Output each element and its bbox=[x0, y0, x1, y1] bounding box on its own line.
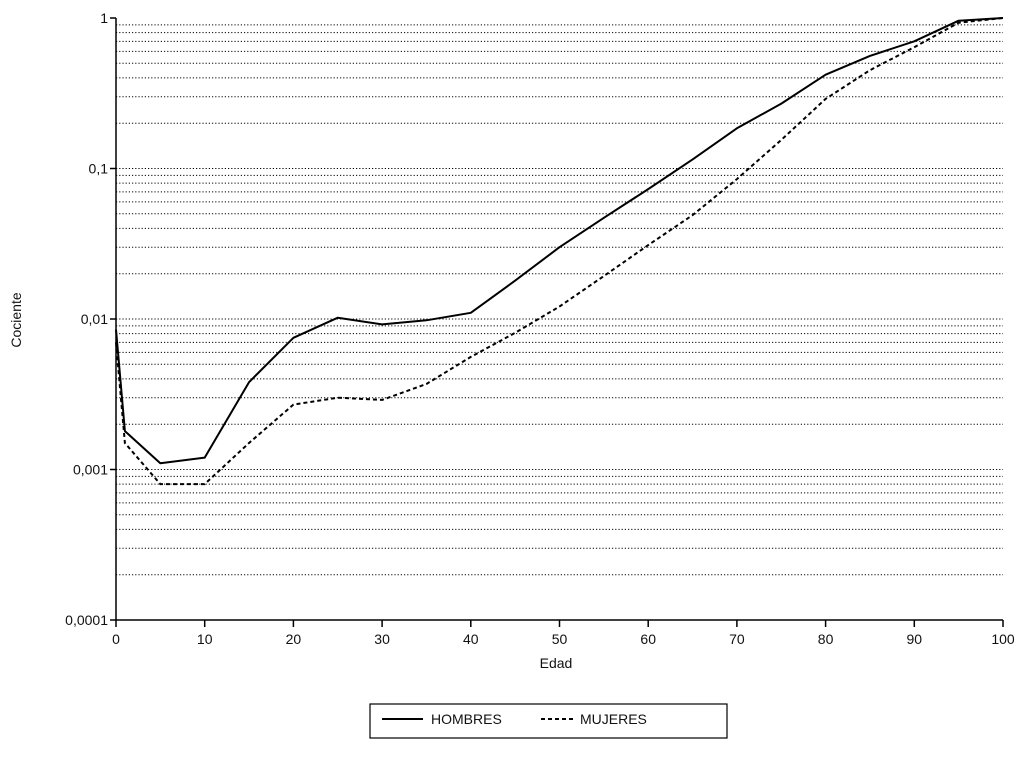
y-tick-label: 0,01 bbox=[81, 311, 108, 327]
legend-label-mujeres: MUJERES bbox=[580, 711, 647, 727]
x-tick-labels: 0 10 20 30 40 50 60 70 80 90 100 bbox=[112, 620, 1015, 647]
x-tick-label: 80 bbox=[818, 631, 834, 647]
x-tick-label: 90 bbox=[907, 631, 923, 647]
y-tick-label: 0,001 bbox=[73, 462, 108, 478]
x-axis-title: Edad bbox=[540, 655, 573, 671]
series-lines bbox=[115, 17, 1004, 486]
y-axis-title: Cociente bbox=[8, 292, 24, 347]
x-tick-label: 100 bbox=[991, 631, 1015, 647]
x-tick-label: 70 bbox=[729, 631, 745, 647]
legend-box bbox=[369, 703, 728, 739]
x-tick-label: 0 bbox=[112, 631, 120, 647]
y-tick-labels: 0,0001 0,001 0,01 0,1 1 bbox=[65, 10, 116, 628]
series-line-mujeres bbox=[115, 17, 1004, 486]
x-tick-label: 20 bbox=[286, 631, 302, 647]
x-tick-label: 50 bbox=[552, 631, 568, 647]
series-line-hombres bbox=[115, 17, 1004, 465]
gridlines bbox=[116, 24, 1003, 576]
legend-label-hombres: HOMBRES bbox=[431, 711, 502, 727]
x-tick-label: 40 bbox=[463, 631, 479, 647]
y-tick-label: 0,0001 bbox=[65, 612, 108, 628]
y-tick-label: 0,1 bbox=[89, 161, 109, 177]
legend: HOMBRES MUJERES bbox=[369, 703, 728, 739]
x-tick-label: 10 bbox=[197, 631, 213, 647]
axes bbox=[115, 18, 1003, 621]
x-tick-label: 30 bbox=[374, 631, 390, 647]
y-tick-label: 1 bbox=[100, 10, 108, 26]
x-tick-label: 60 bbox=[640, 631, 656, 647]
